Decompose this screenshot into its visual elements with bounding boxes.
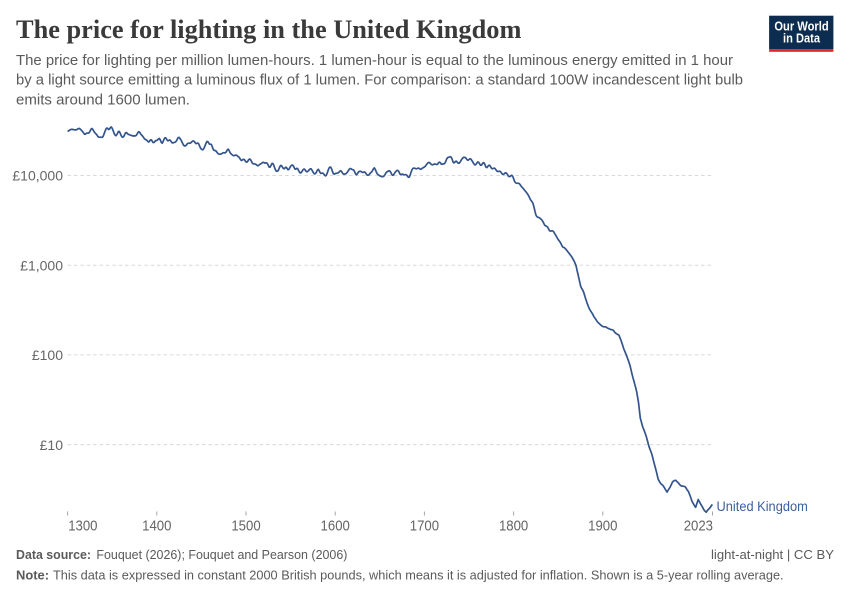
svg-text:£10,000: £10,000 [12,168,63,184]
svg-text:£1,000: £1,000 [20,257,63,273]
svg-text:£10: £10 [40,437,64,453]
svg-text:United Kingdom: United Kingdom [717,499,808,514]
svg-text:Our World: Our World [774,19,828,33]
svg-text:light-at-night | CC BY: light-at-night | CC BY [711,547,834,562]
svg-text:1400: 1400 [142,517,171,534]
svg-text:2023: 2023 [684,517,713,534]
svg-text:1500: 1500 [231,517,260,534]
svg-text:by a light source emitting a l: by a light source emitting a luminous fl… [16,73,743,89]
svg-text:1800: 1800 [499,517,528,534]
svg-text:in Data: in Data [783,32,821,46]
svg-text:emits around 1600 lumen.: emits around 1600 lumen. [16,92,190,108]
svg-text:1700: 1700 [410,517,439,534]
svg-text:Note:This data is expressed in: Note: This data is expressed in constant … [16,568,784,583]
svg-text:1900: 1900 [588,517,617,534]
svg-text:£100: £100 [32,347,63,363]
svg-text:The price for lighting per mil: The price for lighting per million lumen… [16,53,733,69]
svg-text:Data source:Fouquet (2026); Fo: Data source: Fouquet (2026); Fouquet and … [16,547,347,562]
svg-text:1300: 1300 [68,517,97,534]
svg-text:The price for lighting in the: The price for lighting in the United Kin… [16,14,521,44]
svg-text:1600: 1600 [321,517,350,534]
